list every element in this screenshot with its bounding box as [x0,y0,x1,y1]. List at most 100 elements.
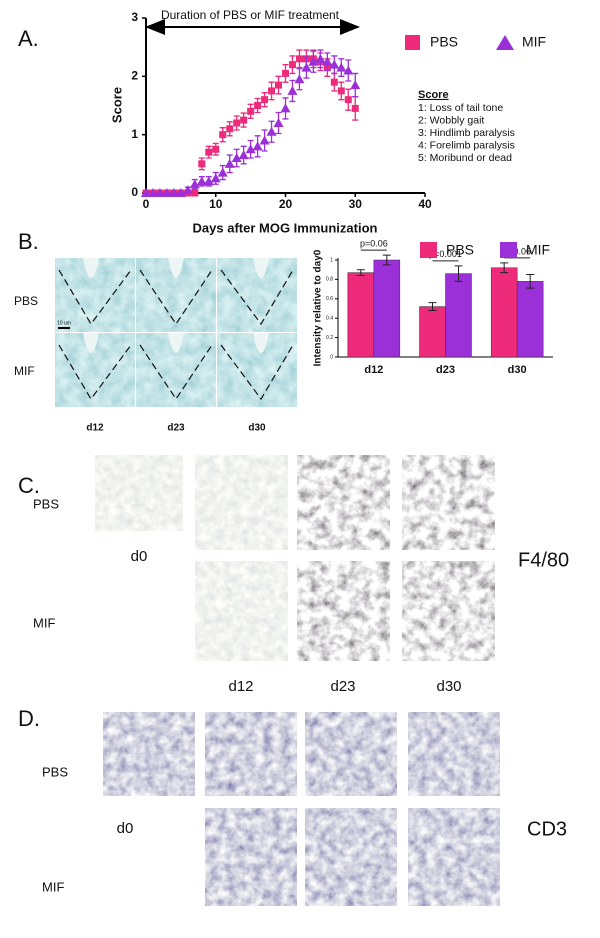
bar [490,267,518,358]
marker [287,85,298,95]
error-bar [454,265,463,282]
legend-swatch [500,242,517,258]
marker [254,102,262,109]
central-canal [253,258,269,278]
micrograph [305,712,397,796]
legend-label: MIF [526,242,550,258]
y-axis-label: Intensity relative to day0 [313,249,324,366]
marker [350,80,361,90]
marker [288,61,296,69]
marker [205,148,213,156]
marker [315,53,326,63]
central-canal [83,258,99,278]
error-bar [356,269,365,277]
marker [210,173,221,183]
row-label: PBS [42,764,68,779]
column-label: d0 [117,820,134,837]
score-key-item: 2: Wobbly gait [418,114,484,126]
legend-label: PBS [430,34,458,50]
micrograph [195,455,288,550]
column-label: d30 [436,678,461,695]
legend-swatch [420,242,437,258]
x-tick-label: 0 [143,197,150,211]
row-label: MIF [14,364,35,378]
micrograph [205,712,297,796]
marker [280,103,291,113]
micrograph [402,561,495,661]
y-tick-label: 0 [131,185,138,199]
marker [275,81,283,89]
marker [196,176,207,186]
marker [295,55,303,63]
micrograph [297,455,390,550]
marker [147,188,158,197]
marker [301,62,312,72]
y-tick-label: 0.6 [326,296,333,302]
marker [168,188,179,197]
score-key-item: 1: Loss of tail tone [418,102,503,114]
column-label: d12 [228,678,253,695]
micrograph [103,712,195,796]
legend-swatch [405,35,420,50]
column-label: d12 [86,423,104,434]
legend-swatch [496,35,514,50]
column-label: d0 [131,548,148,565]
central-canal [83,333,99,353]
marker [182,185,193,195]
marker [266,126,277,136]
x-axis-label: Days after MOG Immunization [193,220,378,235]
y-axis-label: Score [109,87,124,123]
y-tick-label: 2 [131,69,138,83]
marker [294,74,305,84]
stain-label: CD3 [527,818,567,840]
region-outline [220,269,294,326]
y-tick-label: 0 [330,354,333,360]
y-tick-label: 1 [131,127,138,141]
bar [445,273,472,358]
region-outline [220,344,294,401]
score-key-item: 5: Moribund or dead [418,152,512,164]
micrograph [408,808,500,906]
marker [337,87,345,95]
central-canal [253,333,269,353]
marker [189,179,200,189]
bar [419,306,446,358]
marker [282,69,289,77]
marker [154,188,165,197]
marker [212,145,220,153]
y-tick-label: 0.2 [326,335,333,341]
micrograph [297,561,390,661]
x-tick-label: d12 [364,364,383,376]
central-canal [168,258,184,278]
marker [261,96,269,104]
x-tick-label: 10 [209,197,223,211]
marker [240,116,248,124]
x-tick-label: d23 [436,364,455,376]
stain-label: F4/80 [518,549,569,571]
micrograph [95,455,183,531]
column-label: d30 [248,423,266,434]
bar [373,259,401,358]
marker [175,188,186,197]
panel-label: C. [18,473,40,498]
marker [238,150,249,160]
micrograph [205,808,297,906]
error-bar [500,262,509,274]
p-value: p=0.06 [503,246,531,256]
marker [351,104,359,112]
row-label: PBS [33,496,59,511]
micrograph [402,455,495,550]
column-label: d23 [167,423,185,434]
marker [191,189,199,197]
x-tick-label: 30 [349,197,363,211]
legend-label: MIF [522,34,546,50]
central-canal [168,333,184,353]
marker [308,56,319,66]
panel-label: A. [18,26,39,51]
legend-label: PBS [446,242,474,258]
marker [161,188,172,197]
marker [259,135,270,145]
marker [226,125,234,133]
score-key-item: 4: Forelimb paralysis [418,139,515,151]
